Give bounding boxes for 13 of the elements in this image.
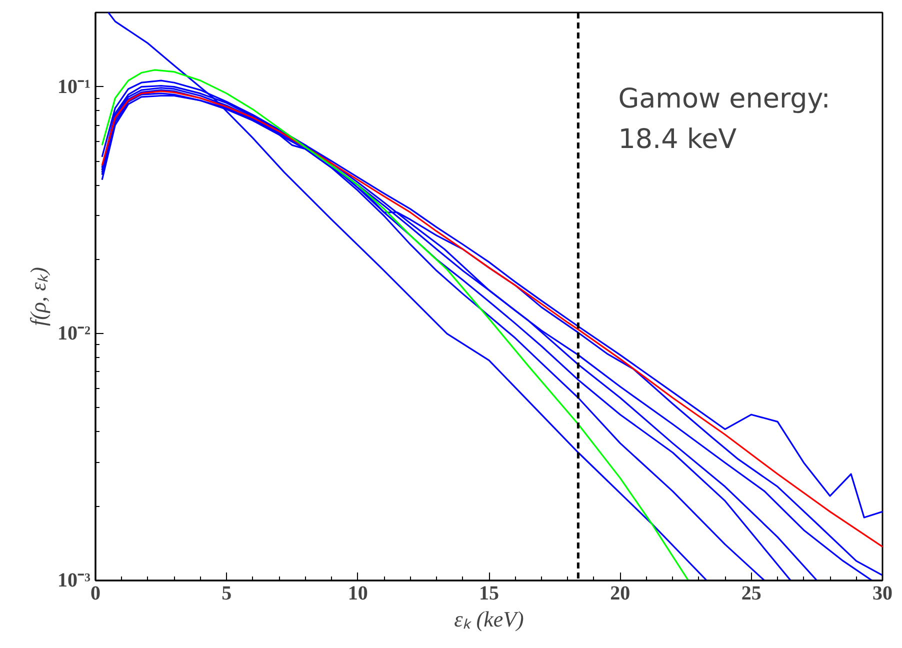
x-tick-label: 10 [348, 582, 368, 604]
x-tick-label: 25 [741, 582, 762, 604]
x-tick-label: 5 [222, 582, 232, 604]
x-tick-label: 15 [479, 582, 499, 604]
y-tick-label: 10⁻¹ [58, 76, 91, 98]
ref-line-label: Gamow energy: 18.4 keV [618, 84, 830, 155]
x-tick-label: 0 [90, 582, 100, 604]
y-tick-label: 10⁻³ [58, 570, 91, 592]
y-axis-title: f(ρ, εₖ) [26, 266, 51, 326]
x-tick-label: 20 [610, 582, 630, 604]
x-tick-label: 30 [872, 582, 892, 604]
y-tick-label: 10⁻² [58, 322, 91, 345]
x-axis-title: εₖ (keV) [454, 606, 524, 632]
